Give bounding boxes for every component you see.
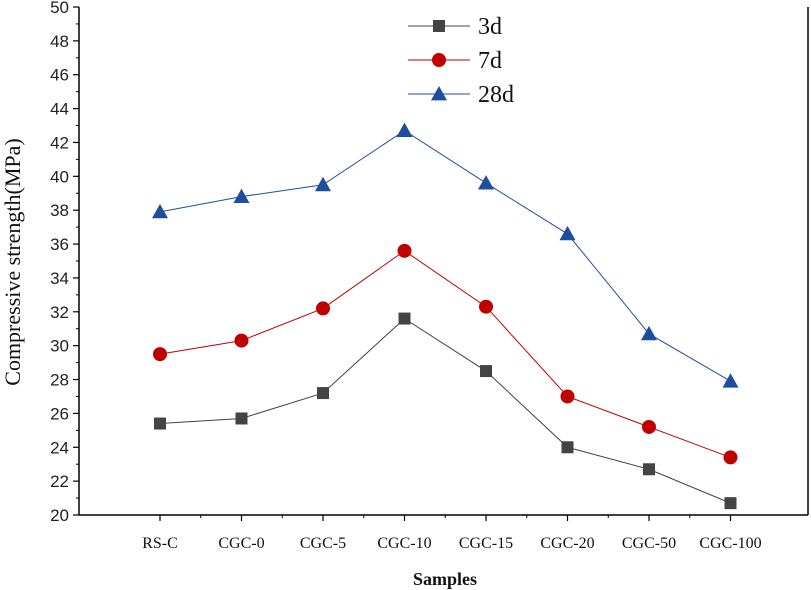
y-tick-label: 42 — [50, 133, 69, 152]
x-tick-label: CGC-50 — [622, 535, 676, 552]
y-tick-label: 34 — [50, 269, 69, 288]
series-layer — [152, 122, 739, 510]
series-line-3d — [159, 317, 731, 504]
data-point-7d — [234, 333, 249, 348]
legend-marker — [433, 20, 445, 32]
x-tick-label: CGC-0 — [218, 535, 264, 552]
y-axis-title: Compressive strength(MPa) — [0, 138, 25, 385]
data-point-28d — [722, 373, 739, 388]
data-point-28d — [152, 203, 168, 219]
data-point-28d — [315, 176, 331, 192]
data-point-7d — [316, 301, 330, 316]
y-tick-label: 20 — [50, 506, 69, 525]
y-tick-label: 36 — [50, 235, 69, 254]
data-point-3d — [317, 387, 329, 400]
data-point-3d — [724, 497, 737, 510]
y-tick-label: 46 — [50, 66, 69, 85]
series-7d — [153, 243, 738, 465]
y-tick-label: 28 — [50, 371, 69, 390]
data-point-28d — [396, 122, 413, 138]
legend-label: 7d — [478, 48, 502, 74]
data-point-3d — [398, 312, 411, 325]
y-tick-label: 48 — [50, 32, 69, 51]
legend-item-28d: 28d — [408, 82, 514, 108]
legend-marker — [432, 53, 446, 67]
data-point-28d — [233, 188, 250, 204]
data-point-3d — [480, 365, 492, 378]
x-tick-label: CGC-15 — [459, 535, 513, 552]
y-tick-label: 32 — [50, 303, 69, 322]
series-line-28d — [159, 130, 731, 382]
data-point-7d — [397, 243, 412, 258]
legend: 3d 7d 28d — [408, 14, 514, 108]
y-tick-label: 26 — [50, 404, 69, 423]
axes: 20 22 24 26 28 30 32 34 36 38 40 42 44 46 48 50 RS-C CGC-… — [50, 0, 809, 552]
legend-label: 3d — [478, 14, 502, 40]
x-tick-label: CGC-10 — [377, 535, 431, 552]
legend-item-3d: 3d — [408, 14, 502, 40]
data-point-3d — [154, 417, 166, 430]
data-point-7d — [560, 389, 575, 404]
legend-label: 28d — [478, 82, 514, 108]
data-point-28d — [641, 325, 657, 341]
y-tick-label: 22 — [50, 472, 69, 491]
data-point-7d — [642, 419, 656, 434]
data-point-28d — [478, 175, 494, 190]
y-tick-label: 40 — [50, 167, 69, 186]
legend-item-7d: 7d — [408, 48, 502, 74]
data-point-3d — [561, 441, 574, 454]
data-point-3d — [235, 412, 248, 425]
data-point-28d — [559, 225, 576, 241]
x-tick-label: CGC-20 — [540, 535, 594, 552]
series-line-7d — [159, 250, 731, 458]
data-point-7d — [723, 450, 738, 465]
y-tick-label: 30 — [50, 337, 69, 356]
x-tick-label: CGC-5 — [300, 535, 346, 552]
data-point-3d — [643, 463, 655, 476]
data-point-7d — [153, 347, 167, 362]
x-axis-title: Samples — [413, 569, 477, 589]
y-tick-label: 44 — [50, 100, 69, 119]
legend-marker — [431, 86, 447, 101]
data-point-7d — [479, 299, 493, 314]
y-tick-label: 24 — [50, 438, 69, 457]
series-3d — [154, 312, 737, 510]
x-tick-label: CGC-100 — [699, 535, 761, 552]
series-28d — [152, 122, 739, 388]
y-tick-label: 50 — [50, 0, 69, 17]
x-tick-label: RS-C — [142, 535, 178, 552]
y-tick-label: 38 — [50, 201, 69, 220]
